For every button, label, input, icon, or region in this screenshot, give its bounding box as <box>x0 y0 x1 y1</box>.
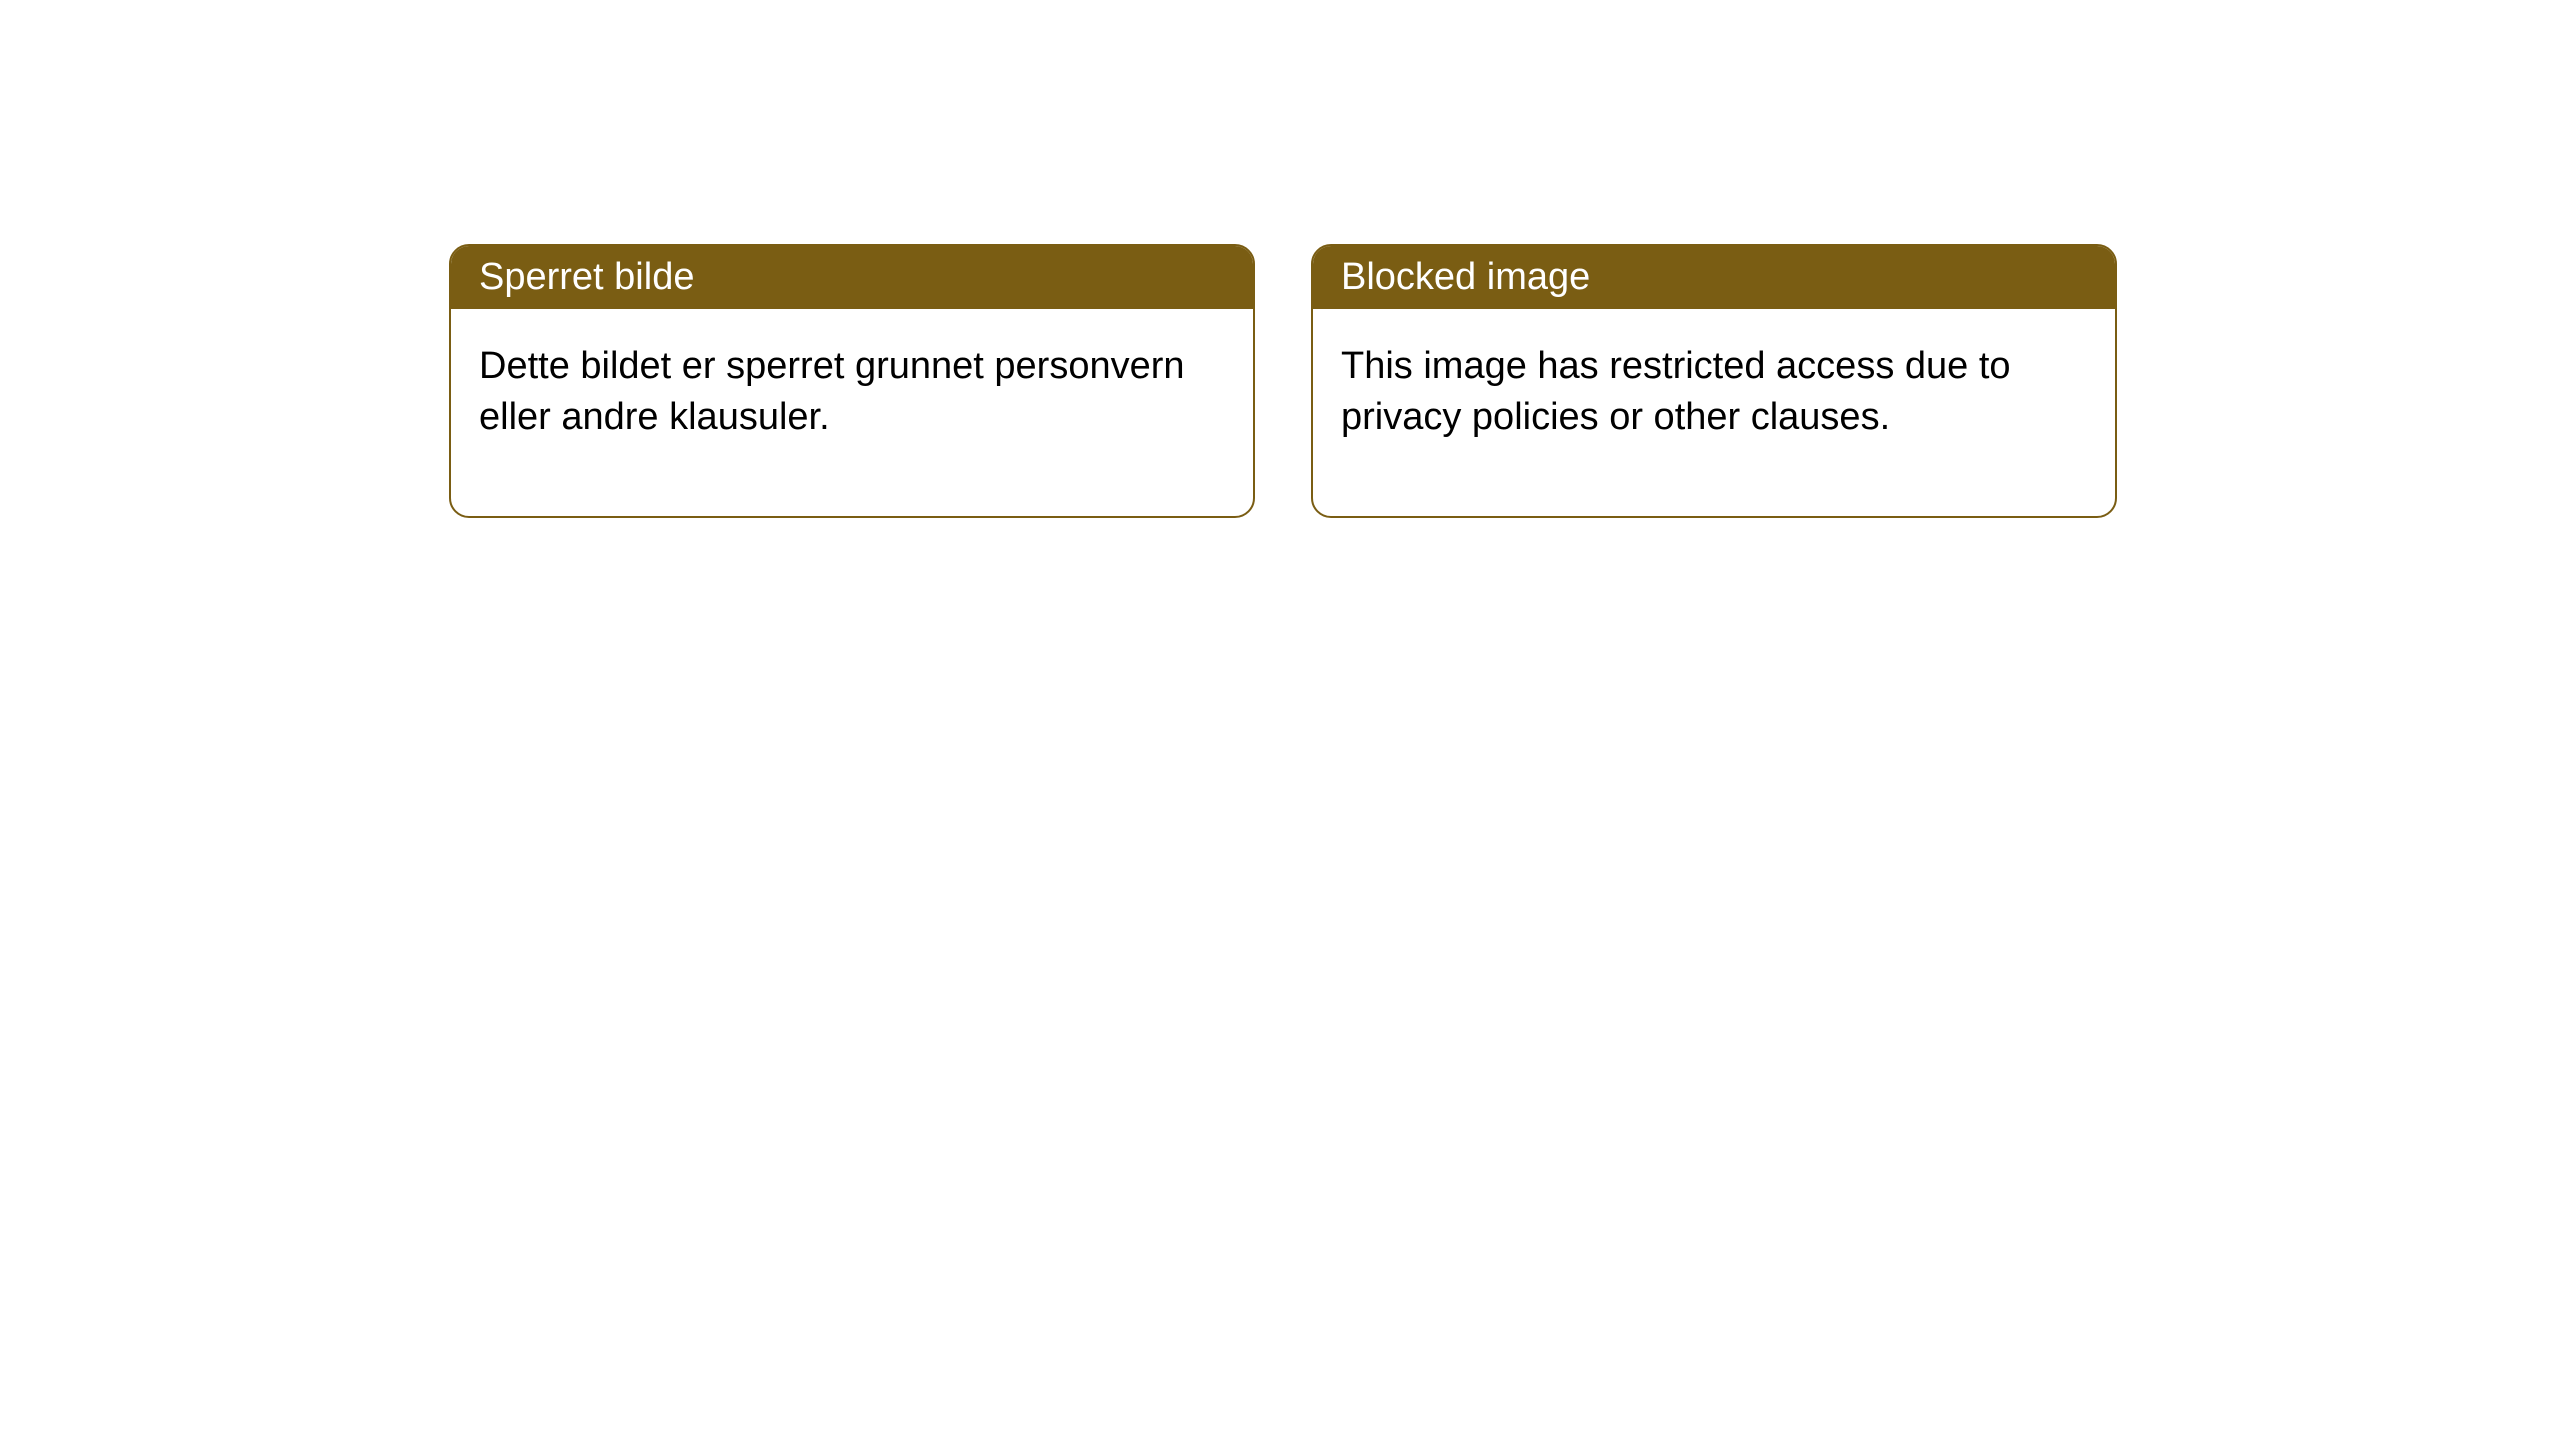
notice-card-norwegian: Sperret bilde Dette bildet er sperret gr… <box>449 244 1255 518</box>
notice-body: Dette bildet er sperret grunnet personve… <box>451 309 1253 516</box>
notice-body-text: This image has restricted access due to … <box>1341 345 2011 438</box>
notice-header: Blocked image <box>1313 246 2115 309</box>
notice-body-text: Dette bildet er sperret grunnet personve… <box>479 345 1185 438</box>
notice-header: Sperret bilde <box>451 246 1253 309</box>
notice-card-english: Blocked image This image has restricted … <box>1311 244 2117 518</box>
notice-title: Sperret bilde <box>479 256 694 298</box>
notice-title: Blocked image <box>1341 256 1590 298</box>
notice-container: Sperret bilde Dette bildet er sperret gr… <box>449 244 2117 518</box>
notice-body: This image has restricted access due to … <box>1313 309 2115 516</box>
